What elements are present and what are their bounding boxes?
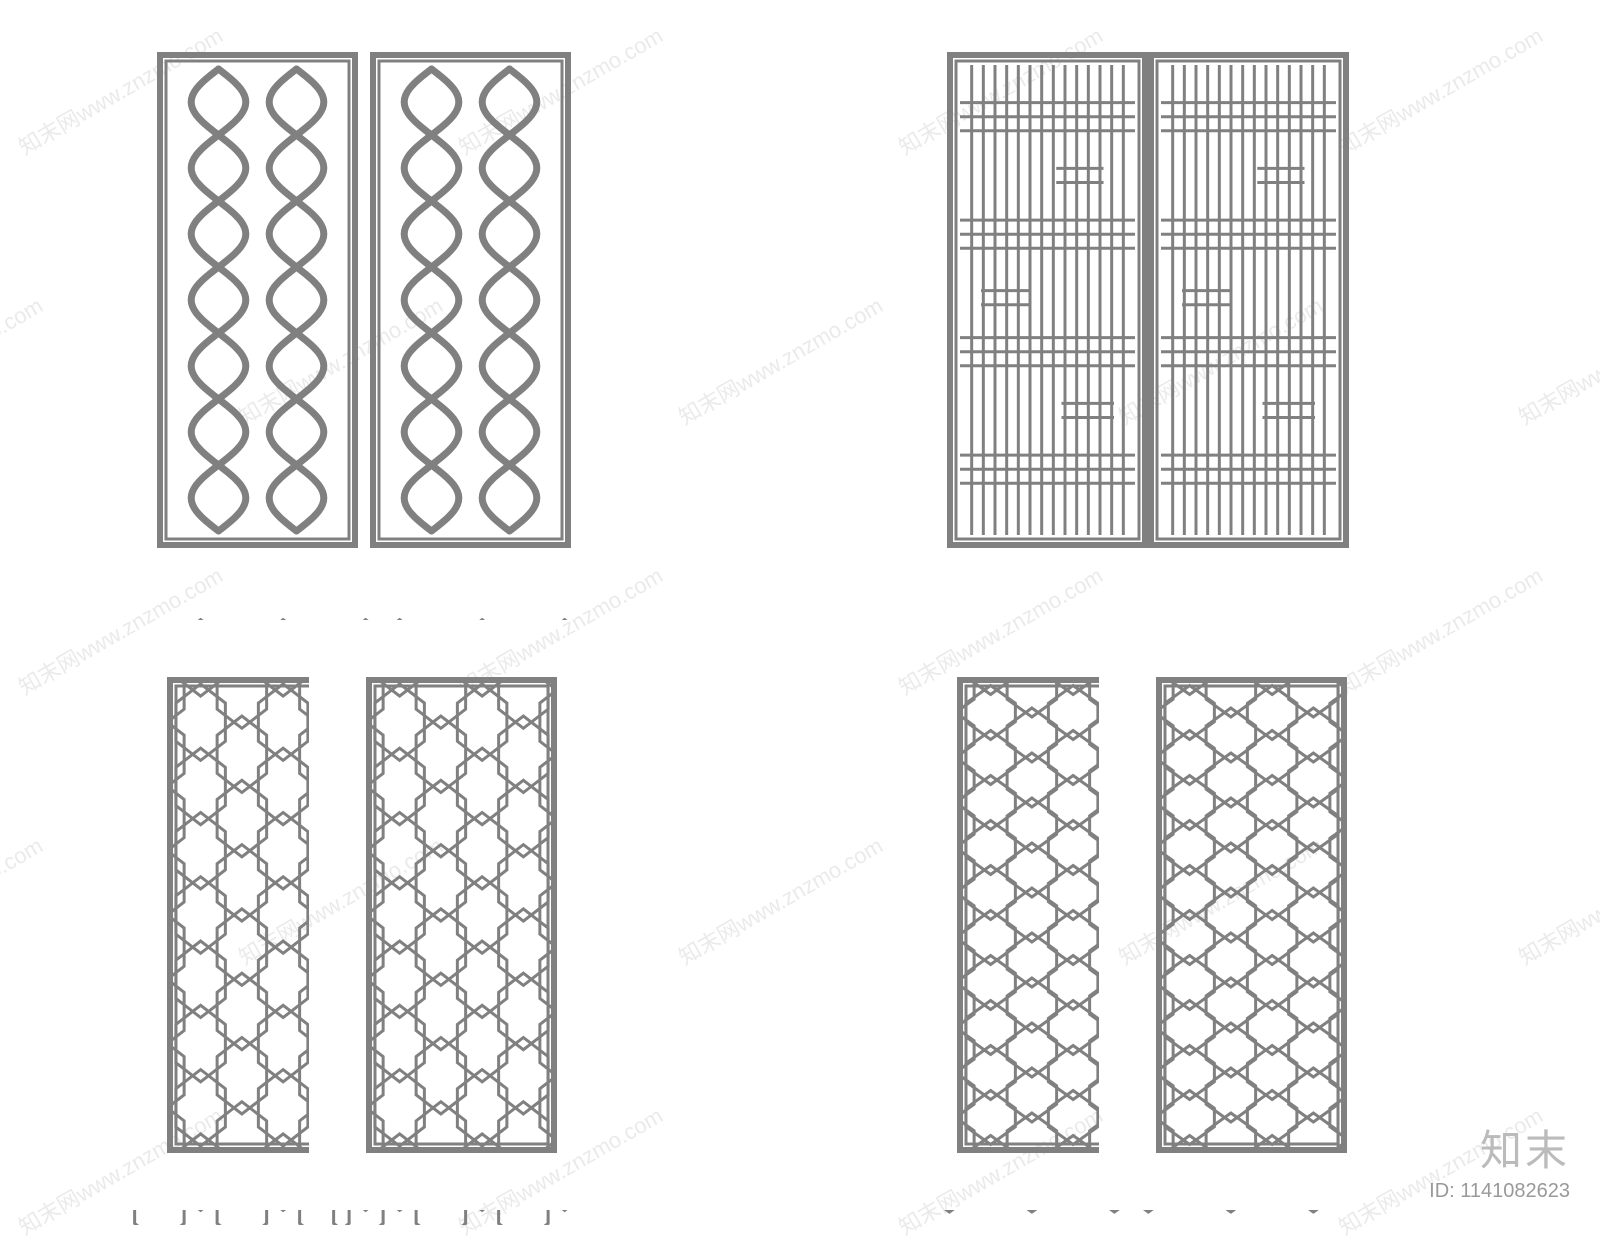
resource-id: ID: 1141082623 [1429, 1180, 1570, 1203]
panels-svg [0, 0, 1600, 1225]
brand-name: 知末 [1429, 1117, 1570, 1178]
credit-block: 知末 ID: 1141082623 [1429, 1117, 1570, 1203]
design-catalog: 知末网www.znzmo.com知末网www.znzmo.com知末网www.z… [0, 0, 1600, 1225]
